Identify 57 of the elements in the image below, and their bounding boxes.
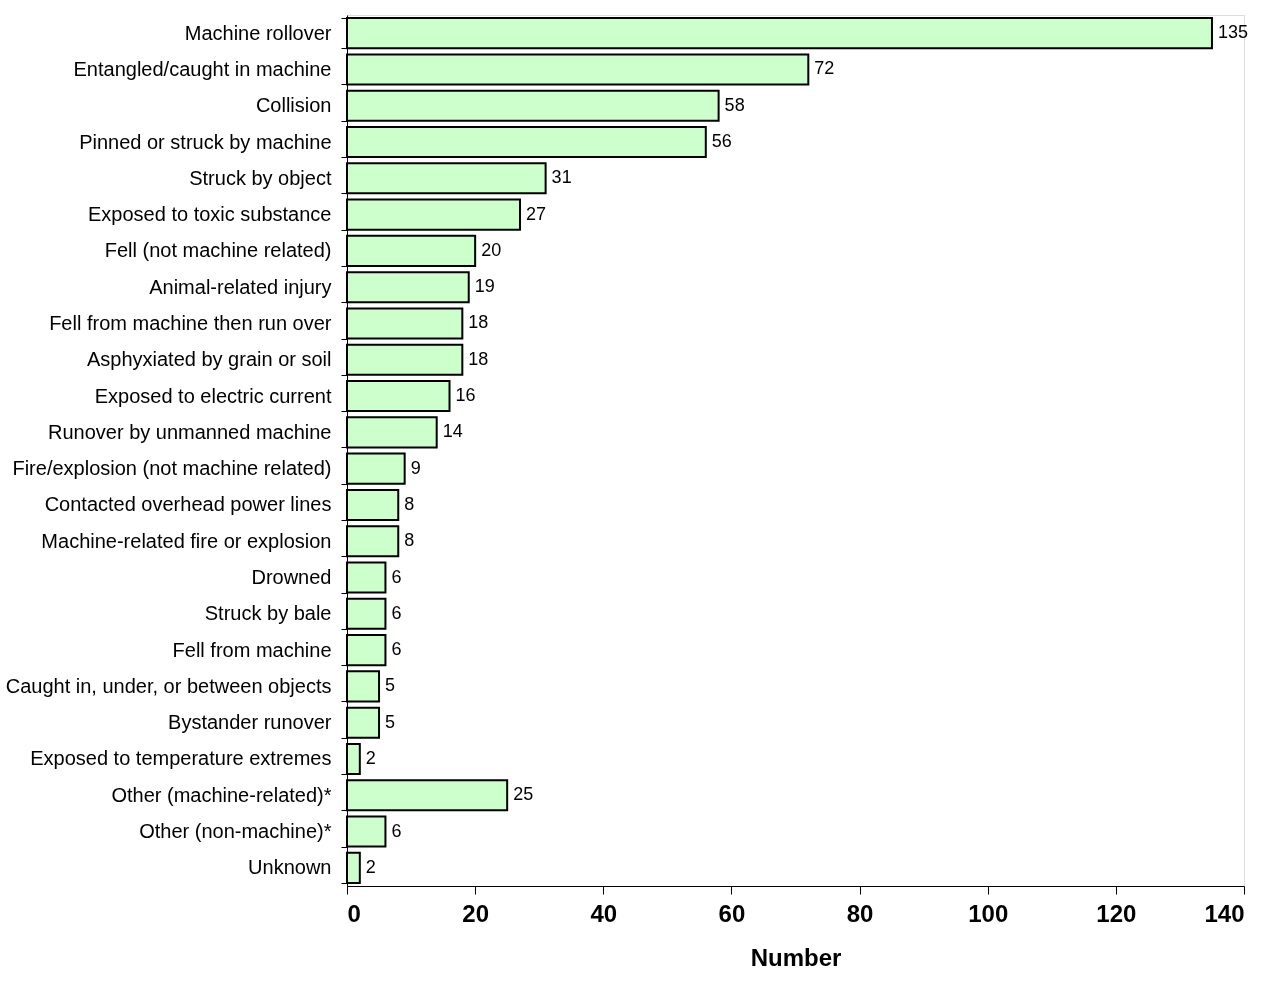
- y-tick-label: Struck by bale: [204, 602, 332, 625]
- y-tick-label: Struck by object: [189, 166, 332, 189]
- y-tick-label: Asphyxiated by grain or soil: [86, 348, 332, 371]
- data-label: 6: [391, 639, 402, 660]
- y-tick-label: Exposed to temperature extremes: [30, 747, 332, 770]
- data-label: 18: [468, 348, 489, 369]
- data-label: 9: [410, 457, 421, 478]
- data-label: 56: [711, 131, 732, 152]
- y-tick-label: Contacted overhead power lines: [44, 493, 332, 516]
- y-tick-label: Drowned: [251, 566, 332, 589]
- y-tick-label: Runover by unmanned machine: [47, 420, 332, 443]
- data-label: 5: [385, 711, 396, 732]
- x-tick-label: 0: [347, 899, 361, 927]
- data-label: 18: [468, 312, 489, 333]
- y-tick-label: Fell from machine then run over: [49, 311, 332, 334]
- y-tick-label: Animal-related injury: [149, 275, 332, 298]
- y-tick-label: Unknown: [248, 856, 332, 879]
- x-tick-label: 20: [462, 899, 489, 927]
- y-tick-label: Pinned or struck by machine: [79, 130, 332, 153]
- y-tick-label: Fell (not machine related): [104, 239, 332, 262]
- x-tick-label: 140: [1204, 899, 1245, 927]
- y-tick-label: Caught in, under, or between objects: [5, 674, 332, 697]
- data-label: 14: [442, 421, 463, 442]
- x-tick-label: 40: [590, 899, 618, 927]
- y-tick-label: Entangled/caught in machine: [73, 57, 332, 80]
- y-tick-label: Exposed to electric current: [94, 384, 332, 407]
- y-tick-label: Other (machine-related)*: [111, 783, 332, 806]
- data-label: 19: [474, 276, 495, 297]
- y-tick-label: Collision: [255, 94, 332, 117]
- data-label: 6: [391, 602, 402, 623]
- x-tick-label: 80: [846, 899, 874, 927]
- data-label: 16: [455, 385, 476, 406]
- y-tick-label: Other (non-machine)*: [139, 820, 332, 843]
- x-tick-label: 100: [968, 899, 1009, 927]
- data-label: 58: [724, 94, 745, 115]
- y-tick-label: Machine rollover: [184, 21, 332, 44]
- x-axis-title: Number: [750, 943, 842, 971]
- data-label: 25: [513, 784, 534, 805]
- data-label: 5: [385, 675, 396, 696]
- y-tick-label: Exposed to toxic substance: [88, 203, 332, 226]
- y-tick-label: Fell from machine: [172, 638, 332, 661]
- y-tick-label: Machine-related fire or explosion: [41, 529, 332, 552]
- x-tick-label: 120: [1096, 899, 1137, 927]
- data-label: 8: [404, 530, 415, 551]
- data-label: 31: [551, 167, 572, 188]
- y-tick-label: Bystander runover: [168, 711, 332, 734]
- data-label: 6: [391, 820, 402, 841]
- y-tick-label: Fire/explosion (not machine related): [12, 457, 332, 480]
- data-label: 72: [814, 58, 835, 79]
- data-label: 135: [1217, 22, 1249, 43]
- data-label: 2: [365, 856, 376, 877]
- data-label: 6: [391, 566, 402, 587]
- data-label: 27: [525, 203, 547, 224]
- x-tick-label: 60: [718, 899, 746, 927]
- data-label: 2: [365, 747, 376, 768]
- data-label: 20: [481, 239, 502, 260]
- data-label: 8: [404, 493, 415, 514]
